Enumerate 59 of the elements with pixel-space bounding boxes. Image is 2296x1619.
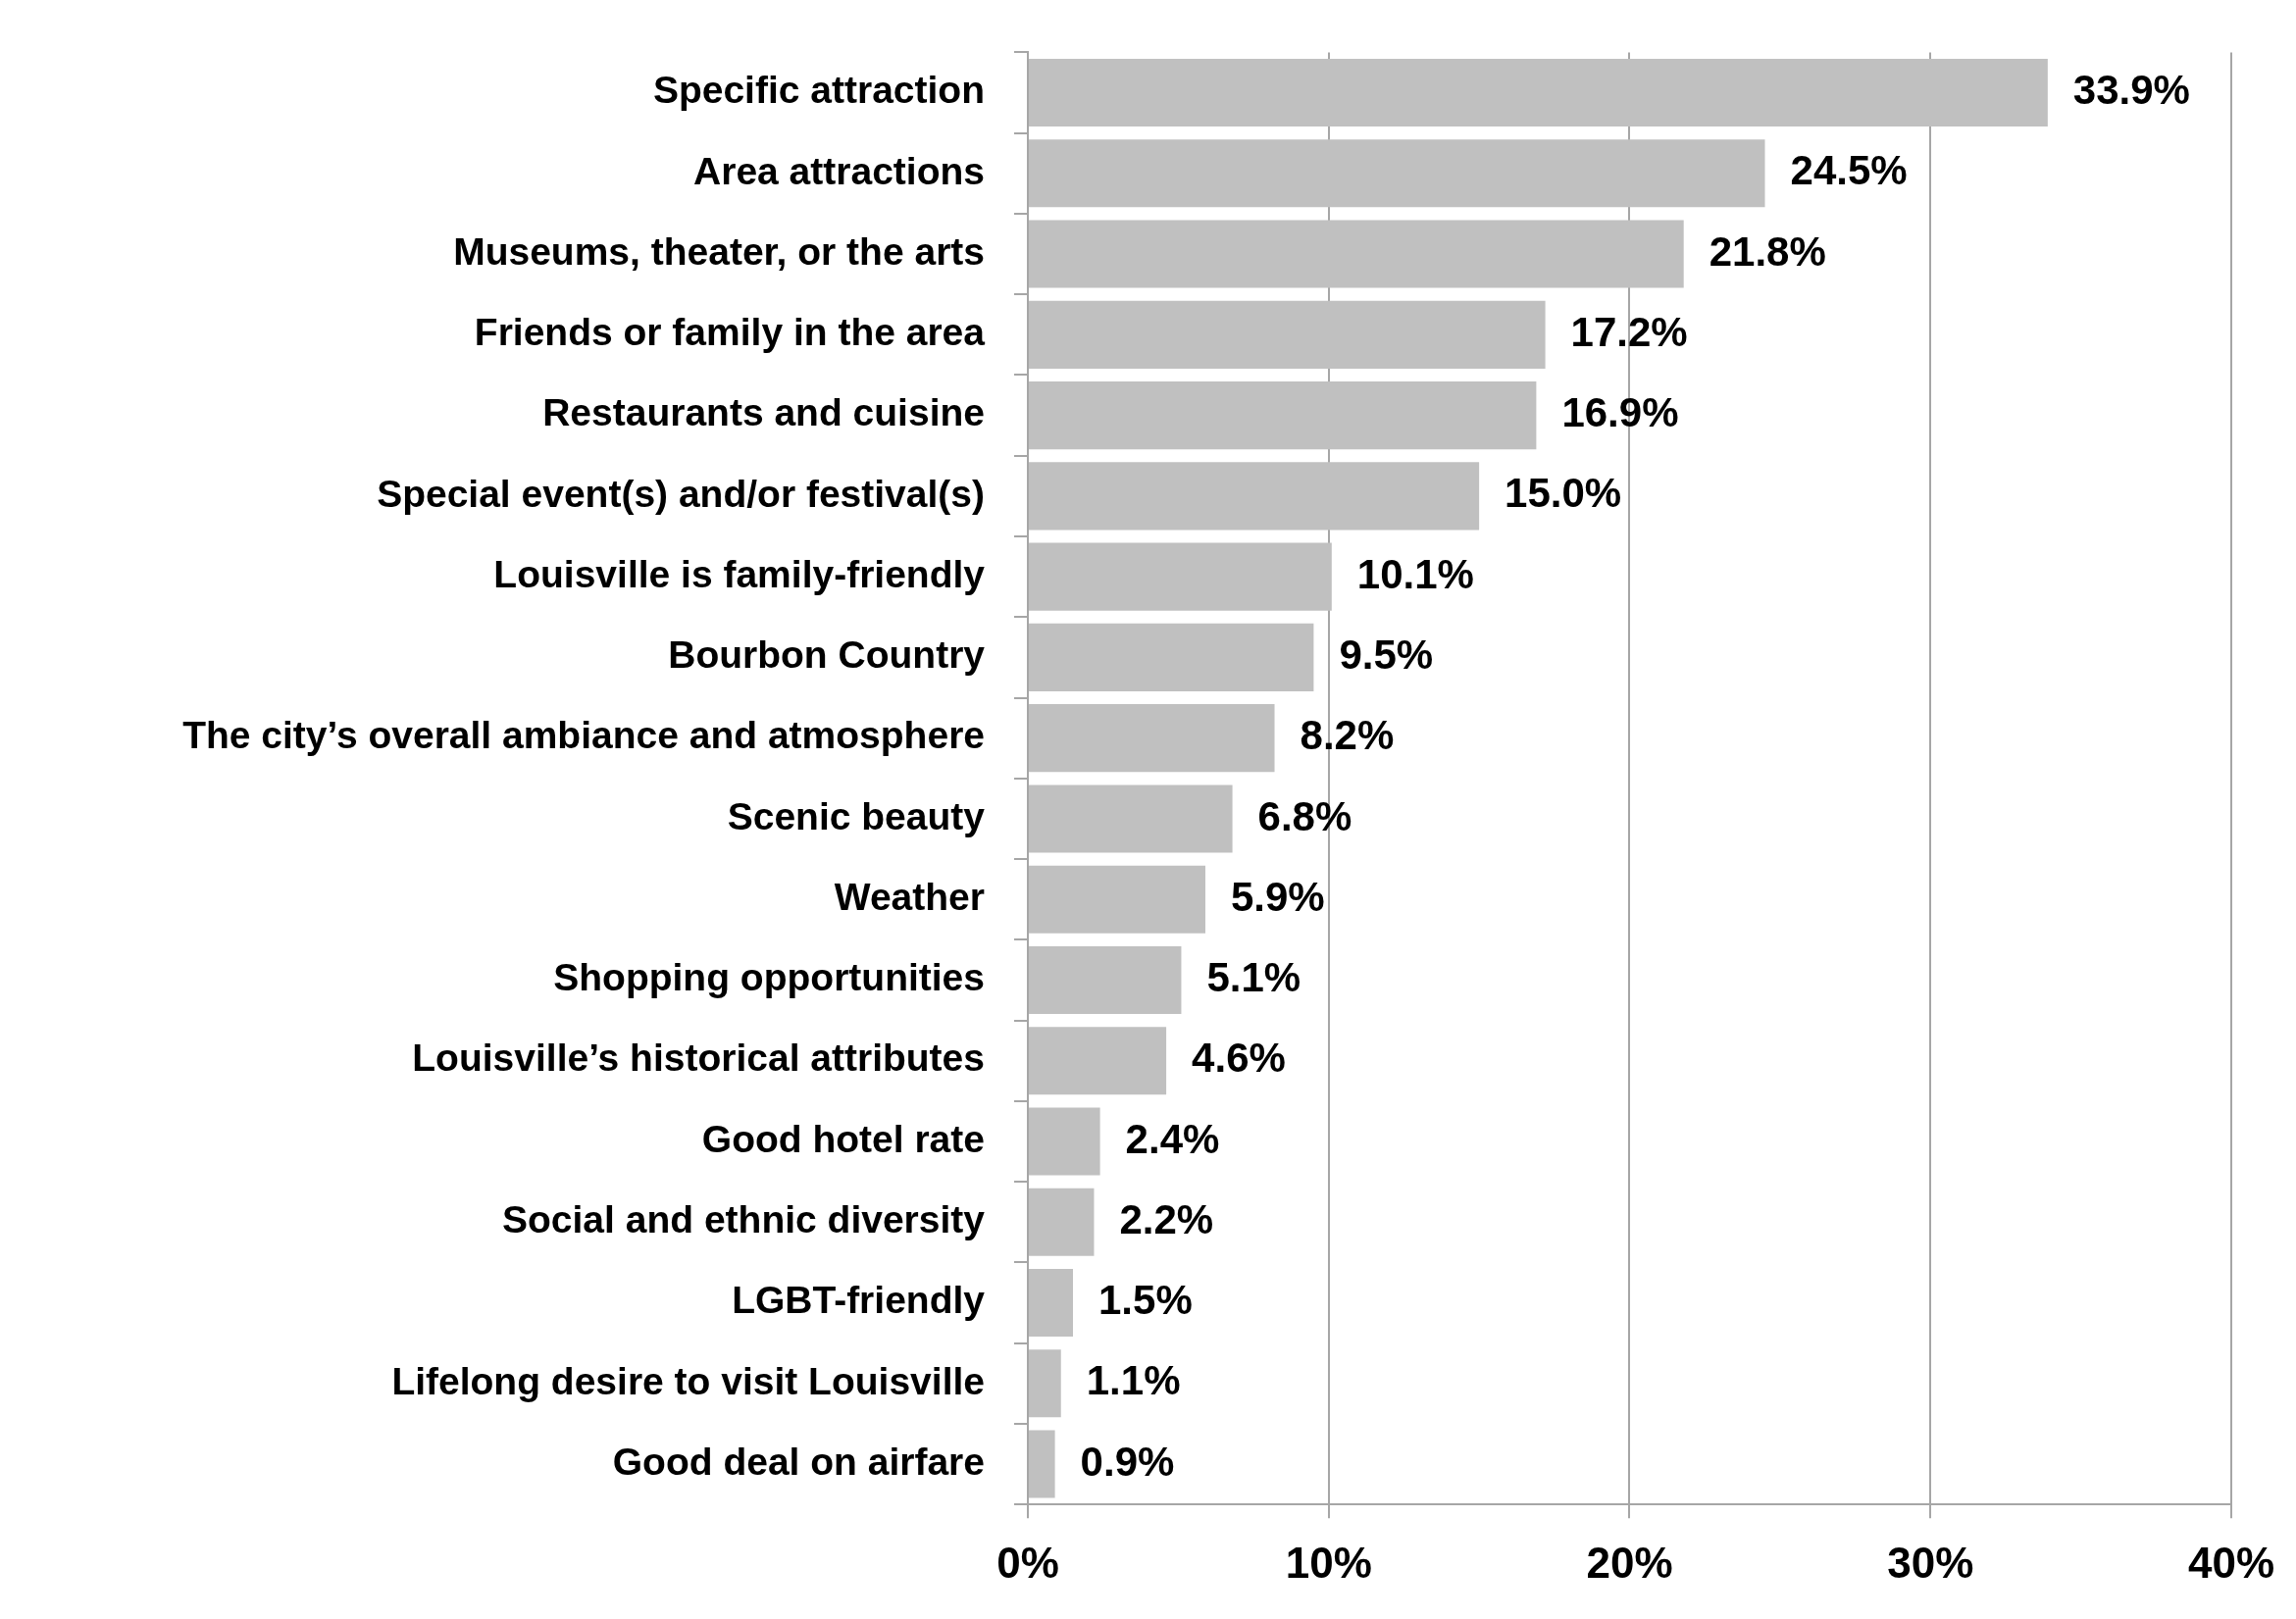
data-label: 21.8%: [1709, 228, 1826, 275]
x-tick-label: 10%: [1285, 1538, 1372, 1587]
data-label: 6.8%: [1257, 792, 1352, 839]
bar: [1029, 784, 1233, 853]
y-tick-label: Bourbon Country: [668, 633, 986, 677]
data-label: 5.1%: [1206, 954, 1301, 1001]
y-tick-label: Louisville is family-friendly: [493, 552, 986, 595]
bar: [1029, 1268, 1074, 1338]
y-tick-label: Museums, theater, or the arts: [453, 229, 985, 273]
y-tick-label: Specific attraction: [652, 69, 985, 112]
bar: [1029, 945, 1182, 1015]
bar: [1029, 58, 2048, 127]
y-tick-label: Social and ethnic diversity: [502, 1198, 986, 1241]
y-tick-label: Louisville’s historical attributes: [412, 1037, 985, 1080]
data-label: 2.2%: [1119, 1195, 1214, 1242]
y-tick-label: Good deal on airfare: [612, 1440, 985, 1483]
y-tick-label: Shopping opportunities: [553, 956, 985, 999]
data-label: 2.4%: [1125, 1115, 1220, 1162]
data-label: 8.2%: [1300, 712, 1395, 759]
y-tick-label: Friends or family in the area: [474, 311, 986, 354]
y-tick-label: Good hotel rate: [701, 1117, 985, 1160]
data-label: 0.9%: [1080, 1438, 1175, 1485]
bar: [1029, 1430, 1055, 1498]
y-tick-label: Scenic beauty: [727, 794, 986, 837]
y-tick-label: Restaurants and cuisine: [542, 391, 985, 434]
x-tick-label: 40%: [2187, 1538, 2275, 1587]
y-tick-label: Special event(s) and/or festival(s): [377, 472, 985, 515]
x-tick-label: 0%: [996, 1538, 1059, 1587]
data-label: 5.9%: [1230, 873, 1325, 920]
bar: [1029, 1027, 1167, 1095]
data-label: 9.5%: [1339, 631, 1434, 678]
data-label: 4.6%: [1192, 1035, 1286, 1082]
data-label: 15.0%: [1505, 470, 1622, 517]
bar: [1029, 462, 1480, 531]
y-tick-label: Area attractions: [693, 149, 985, 192]
data-label: 17.2%: [1570, 308, 1688, 355]
y-tick-label: Weather: [834, 875, 985, 918]
y-tick-label: Lifelong desire to visit Louisville: [391, 1359, 985, 1402]
bar: [1029, 300, 1546, 369]
y-tick-label: LGBT-friendly: [732, 1279, 986, 1322]
bar: [1029, 865, 1205, 934]
bar: [1029, 1188, 1095, 1256]
bar: [1029, 1107, 1100, 1176]
y-tick-label: The city’s overall ambiance and atmosphere: [182, 714, 985, 757]
bar: [1029, 220, 1684, 288]
data-label: 24.5%: [1790, 147, 1908, 194]
x-tick-label: 30%: [1887, 1538, 1974, 1587]
data-label: 10.1%: [1356, 550, 1474, 597]
bar: [1029, 381, 1537, 450]
x-tick-label: 20%: [1586, 1538, 1673, 1587]
data-label: 33.9%: [2072, 67, 2190, 114]
bar: [1029, 1349, 1061, 1418]
bar: [1029, 542, 1332, 611]
bar: [1029, 139, 1765, 208]
bar: [1029, 623, 1314, 691]
bar: [1029, 704, 1275, 773]
data-label: 1.1%: [1086, 1357, 1181, 1404]
data-label: 1.5%: [1098, 1277, 1193, 1324]
data-label: 16.9%: [1561, 389, 1679, 436]
